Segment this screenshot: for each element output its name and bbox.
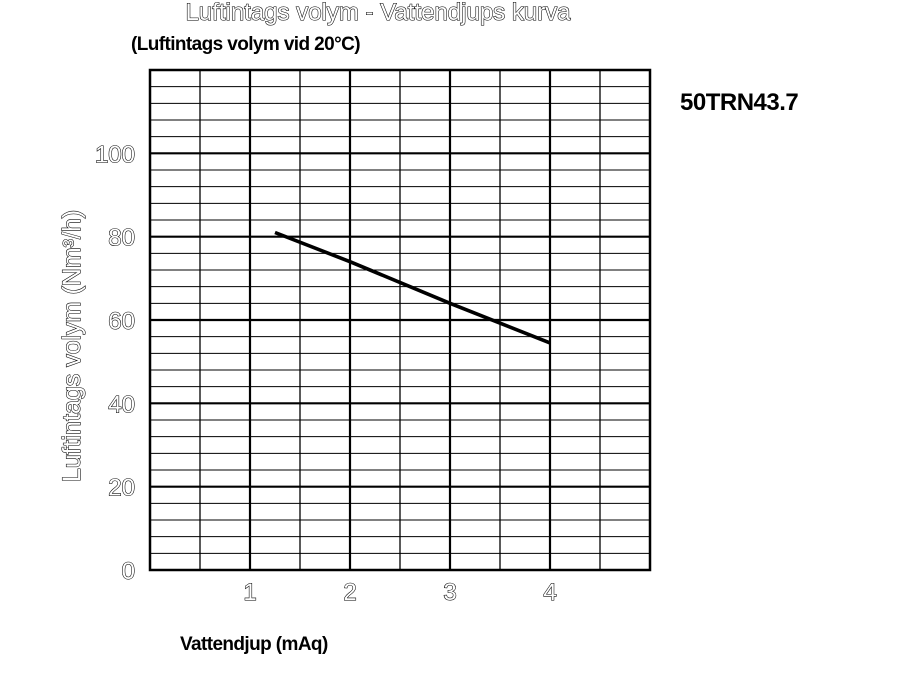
y-tick-label: 0 (122, 558, 135, 585)
x-tick-label: 3 (443, 579, 456, 606)
y-tick-label: 100 (95, 141, 135, 168)
y-tick-label: 60 (108, 308, 135, 335)
y-tick-label: 40 (108, 391, 135, 418)
y-tick-label: 20 (108, 475, 135, 502)
x-axis-label: Vattendjup (mAq) (180, 634, 328, 655)
y-axis-label: Luftintags volym (Nm³/h) (58, 210, 86, 482)
series (274, 230, 551, 345)
y-tick-label: 80 (108, 225, 135, 252)
x-tick-label: 1 (243, 579, 256, 606)
x-tick-label: 4 (543, 579, 556, 606)
plot-area (148, 68, 652, 572)
series-line (274, 230, 551, 345)
model-label: 50TRN43.7 (680, 89, 798, 116)
x-tick-label: 2 (343, 579, 356, 606)
chart-subtitle: (Luftintags volym vid 20°C) (131, 34, 360, 55)
plot-border (148, 68, 652, 572)
y-axis: 0 20 40 60 80 100 (94, 141, 135, 586)
x-axis: 1 2 3 4 (243, 578, 557, 606)
chart-title: Luftintags volym - Vattendjups kurva (185, 0, 571, 26)
grid (150, 70, 650, 570)
